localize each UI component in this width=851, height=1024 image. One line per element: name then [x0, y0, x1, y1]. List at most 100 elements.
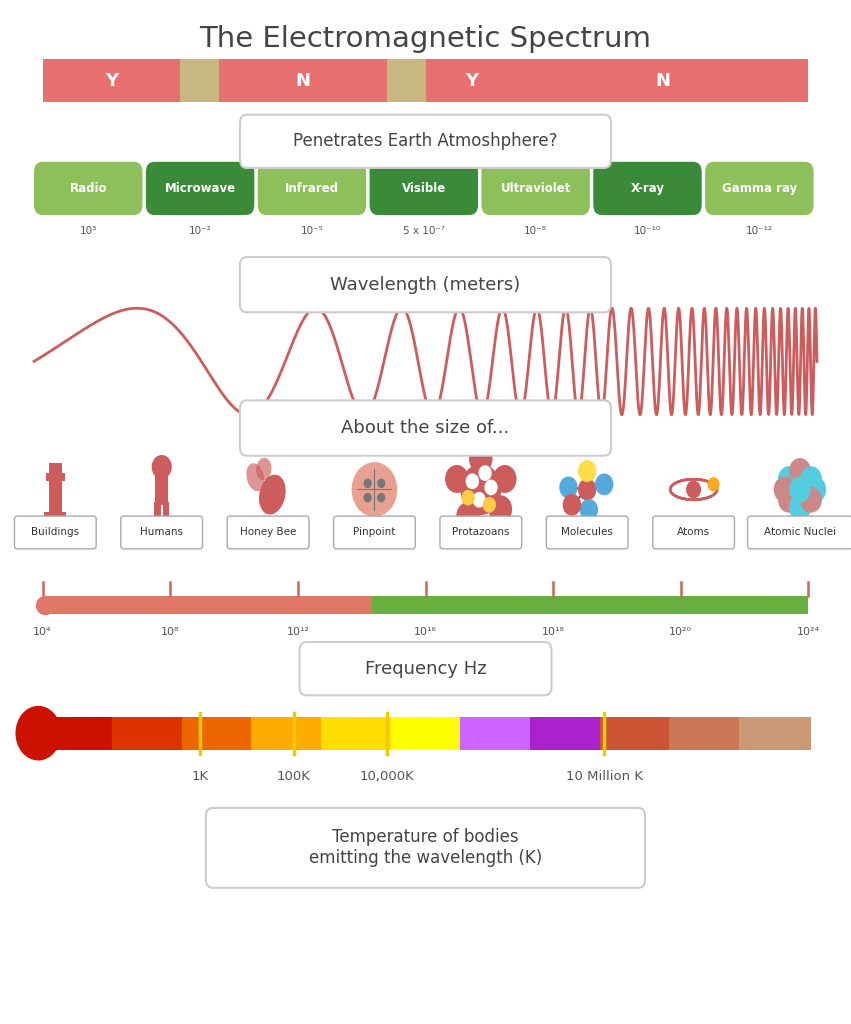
FancyBboxPatch shape	[653, 516, 734, 549]
Text: 10⁸: 10⁸	[161, 627, 180, 637]
Circle shape	[489, 496, 511, 522]
Bar	[43, 717, 115, 750]
Text: Wavelength (meters): Wavelength (meters)	[330, 275, 521, 294]
Text: N: N	[295, 72, 311, 90]
Text: 10⁻⁸: 10⁻⁸	[524, 226, 547, 237]
Bar	[219, 59, 387, 102]
Ellipse shape	[259, 475, 286, 514]
FancyBboxPatch shape	[334, 516, 415, 549]
Text: 1K: 1K	[191, 770, 208, 783]
Circle shape	[483, 498, 495, 512]
Text: 10¹²: 10¹²	[286, 627, 310, 637]
Circle shape	[446, 466, 468, 493]
FancyBboxPatch shape	[240, 400, 611, 456]
Circle shape	[579, 461, 596, 481]
Circle shape	[801, 467, 821, 492]
Bar	[49, 481, 62, 512]
Text: 10²⁰: 10²⁰	[669, 627, 693, 637]
Text: N: N	[655, 72, 671, 90]
Ellipse shape	[256, 458, 271, 480]
Text: 100K: 100K	[277, 770, 311, 783]
Bar	[163, 502, 169, 520]
FancyBboxPatch shape	[705, 162, 814, 215]
Text: 10¹⁶: 10¹⁶	[414, 627, 437, 637]
Text: Honey Bee: Honey Bee	[240, 527, 296, 538]
FancyBboxPatch shape	[258, 162, 366, 215]
FancyBboxPatch shape	[206, 808, 645, 888]
Text: X-ray: X-ray	[631, 182, 665, 195]
Circle shape	[790, 496, 810, 520]
FancyBboxPatch shape	[440, 516, 522, 549]
Text: Molecules: Molecules	[562, 527, 613, 538]
Bar	[112, 717, 185, 750]
Text: 10⁻¹²: 10⁻¹²	[745, 226, 773, 237]
Bar	[372, 596, 808, 614]
Text: 10¹⁸: 10¹⁸	[542, 627, 564, 637]
Bar	[460, 717, 533, 750]
Bar	[155, 469, 168, 505]
Text: The Electromagnetic Spectrum: The Electromagnetic Spectrum	[199, 25, 652, 53]
Bar	[387, 59, 426, 102]
Circle shape	[774, 477, 795, 502]
Text: Atoms: Atoms	[677, 527, 710, 538]
Circle shape	[152, 456, 171, 478]
Circle shape	[560, 477, 577, 498]
Bar	[49, 463, 62, 473]
Bar	[46, 473, 65, 481]
Circle shape	[708, 478, 718, 490]
FancyBboxPatch shape	[121, 516, 203, 549]
Bar	[43, 59, 180, 102]
Text: Visible: Visible	[402, 182, 446, 195]
Circle shape	[485, 480, 497, 495]
FancyBboxPatch shape	[14, 516, 96, 549]
Bar	[182, 717, 254, 750]
Text: 10⁻²: 10⁻²	[189, 226, 212, 237]
Text: 10⁻¹⁰: 10⁻¹⁰	[634, 226, 661, 237]
Text: Atomic Nuclei: Atomic Nuclei	[764, 527, 836, 538]
Text: 10²⁴: 10²⁴	[797, 627, 820, 637]
Bar	[251, 717, 323, 750]
Text: 10,000K: 10,000K	[360, 770, 414, 783]
Ellipse shape	[460, 464, 501, 515]
Circle shape	[494, 466, 516, 493]
Bar	[426, 59, 517, 102]
FancyBboxPatch shape	[300, 642, 551, 695]
FancyBboxPatch shape	[146, 162, 254, 215]
Bar	[154, 502, 161, 520]
Circle shape	[580, 500, 597, 520]
Text: Humans: Humans	[140, 527, 183, 538]
FancyBboxPatch shape	[240, 115, 611, 168]
Text: Y: Y	[105, 72, 118, 90]
FancyBboxPatch shape	[369, 162, 478, 215]
Circle shape	[596, 474, 613, 495]
Text: Frequency Hz: Frequency Hz	[365, 659, 486, 678]
Circle shape	[779, 487, 799, 512]
Text: Gamma ray: Gamma ray	[722, 182, 797, 195]
Text: Microwave: Microwave	[164, 182, 236, 195]
Bar	[391, 717, 463, 750]
Bar	[44, 512, 66, 522]
Text: Ultraviolet: Ultraviolet	[500, 182, 571, 195]
Bar	[180, 59, 219, 102]
Text: Infrared: Infrared	[285, 182, 339, 195]
Circle shape	[473, 493, 485, 507]
Bar	[600, 717, 671, 750]
Text: Pinpoint: Pinpoint	[353, 527, 396, 538]
Circle shape	[708, 478, 718, 490]
Circle shape	[352, 463, 397, 516]
Circle shape	[708, 478, 718, 490]
Circle shape	[462, 490, 474, 505]
Text: Penetrates Earth Atmoshphere?: Penetrates Earth Atmoshphere?	[294, 132, 557, 151]
FancyBboxPatch shape	[747, 516, 851, 549]
Circle shape	[364, 494, 371, 502]
FancyBboxPatch shape	[227, 516, 309, 549]
Circle shape	[790, 459, 810, 483]
Circle shape	[579, 479, 596, 500]
Text: Buildings: Buildings	[31, 527, 79, 538]
FancyBboxPatch shape	[593, 162, 702, 215]
Text: About the size of...: About the size of...	[341, 419, 510, 437]
Bar	[530, 717, 603, 750]
FancyBboxPatch shape	[546, 516, 628, 549]
Text: 10⁻⁵: 10⁻⁵	[300, 226, 323, 237]
FancyBboxPatch shape	[34, 162, 142, 215]
